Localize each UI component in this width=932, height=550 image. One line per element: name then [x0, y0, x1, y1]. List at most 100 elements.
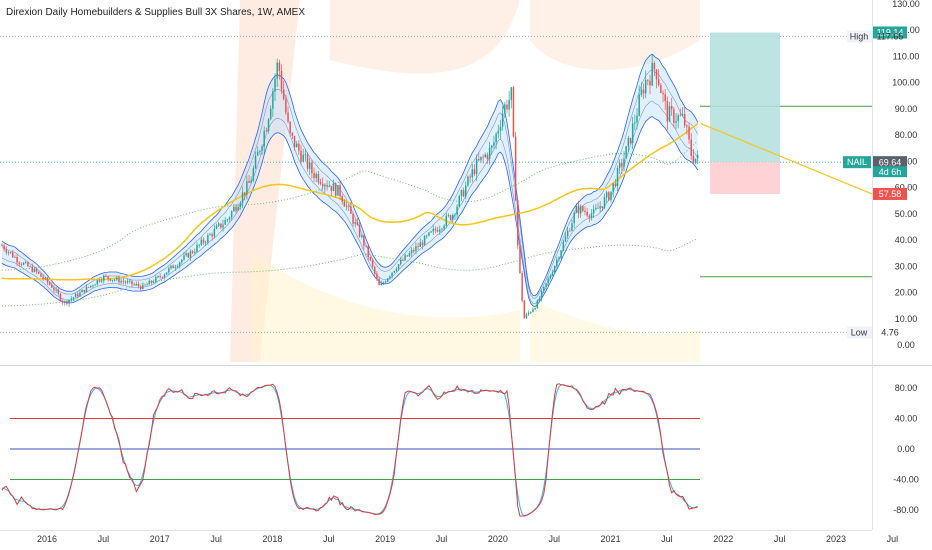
candle[interactable]: [482, 154, 484, 164]
candle-body[interactable]: [334, 183, 337, 196]
candle[interactable]: [272, 88, 274, 118]
candle[interactable]: [241, 186, 244, 209]
candle-body[interactable]: [87, 286, 90, 288]
target-zone[interactable]: [710, 32, 780, 163]
candle-body[interactable]: [415, 246, 417, 252]
candle-body[interactable]: [660, 85, 662, 93]
candle-body[interactable]: [61, 300, 64, 303]
candle-body[interactable]: [202, 239, 205, 243]
candle[interactable]: [573, 210, 575, 229]
candle[interactable]: [92, 284, 94, 289]
candle[interactable]: [465, 181, 467, 200]
candle[interactable]: [601, 206, 604, 212]
candle[interactable]: [638, 85, 640, 117]
candle[interactable]: [360, 234, 363, 239]
candle[interactable]: [176, 264, 179, 269]
candle-body[interactable]: [408, 253, 411, 257]
candle-body[interactable]: [14, 257, 16, 258]
candle[interactable]: [514, 131, 517, 201]
candle-body[interactable]: [595, 207, 597, 210]
candle-body[interactable]: [321, 183, 324, 187]
candle[interactable]: [96, 280, 99, 286]
candle-body[interactable]: [215, 225, 218, 229]
candle[interactable]: [341, 194, 343, 205]
candle-body[interactable]: [530, 311, 532, 313]
candle[interactable]: [51, 282, 53, 289]
candle[interactable]: [603, 193, 606, 210]
candle-body[interactable]: [506, 104, 508, 110]
candle[interactable]: [35, 267, 38, 275]
candle[interactable]: [64, 300, 66, 306]
candle-body[interactable]: [493, 142, 495, 146]
candle-body[interactable]: [265, 130, 268, 132]
candle-body[interactable]: [293, 135, 296, 148]
candle-body[interactable]: [204, 242, 207, 244]
candle[interactable]: [666, 96, 669, 130]
candle[interactable]: [111, 279, 114, 283]
candle[interactable]: [159, 273, 161, 279]
candle[interactable]: [94, 283, 96, 286]
candle[interactable]: [625, 146, 627, 159]
candle[interactable]: [152, 279, 155, 284]
candle[interactable]: [308, 157, 311, 175]
candle-body[interactable]: [220, 223, 222, 228]
candle-body[interactable]: [31, 266, 34, 272]
candle[interactable]: [61, 299, 64, 305]
candle[interactable]: [475, 154, 478, 182]
candle-body[interactable]: [636, 115, 638, 123]
candle-body[interactable]: [584, 210, 586, 212]
candle-body[interactable]: [139, 286, 142, 289]
candle[interactable]: [330, 186, 333, 196]
candle-body[interactable]: [113, 279, 116, 281]
candle-body[interactable]: [133, 284, 135, 286]
candle[interactable]: [9, 251, 12, 255]
candle[interactable]: [441, 227, 443, 233]
candle[interactable]: [569, 227, 571, 232]
candle-body[interactable]: [90, 285, 92, 288]
candle-body[interactable]: [352, 213, 354, 224]
candle[interactable]: [410, 247, 413, 257]
candle-body[interactable]: [350, 206, 352, 214]
stop-zone[interactable]: [710, 162, 780, 194]
candle[interactable]: [545, 283, 547, 290]
candle[interactable]: [413, 247, 415, 254]
candle[interactable]: [172, 264, 174, 269]
candle-body[interactable]: [18, 262, 21, 264]
candle[interactable]: [213, 224, 216, 239]
candle[interactable]: [404, 253, 406, 262]
candle[interactable]: [612, 183, 614, 198]
candle[interactable]: [521, 270, 523, 303]
candle[interactable]: [276, 58, 278, 88]
candle-body[interactable]: [146, 284, 148, 286]
candle-body[interactable]: [681, 114, 684, 116]
candle-body[interactable]: [608, 192, 610, 201]
candle-body[interactable]: [497, 130, 500, 134]
candle[interactable]: [432, 225, 435, 235]
candle[interactable]: [456, 204, 458, 219]
candle[interactable]: [48, 281, 51, 286]
candle[interactable]: [560, 249, 562, 260]
candle-body[interactable]: [662, 92, 664, 95]
last-price-tag[interactable]: 69.64: [873, 156, 907, 169]
candle-body[interactable]: [96, 280, 99, 285]
candle-body[interactable]: [382, 282, 385, 284]
candle[interactable]: [491, 144, 493, 155]
candle-body[interactable]: [269, 108, 272, 120]
candle-body[interactable]: [142, 284, 144, 289]
candle-body[interactable]: [81, 289, 83, 293]
candle-body[interactable]: [150, 280, 153, 283]
candle[interactable]: [235, 204, 237, 214]
candle-body[interactable]: [237, 207, 239, 211]
candle[interactable]: [178, 261, 181, 269]
candle[interactable]: [369, 256, 372, 262]
candle-body[interactable]: [59, 293, 62, 301]
candle-body[interactable]: [261, 146, 263, 151]
candle-body[interactable]: [280, 70, 283, 90]
candle[interactable]: [191, 249, 194, 255]
candle-body[interactable]: [605, 192, 608, 198]
candle-body[interactable]: [200, 239, 203, 245]
candle[interactable]: [109, 278, 112, 282]
candle-body[interactable]: [183, 255, 185, 260]
candle[interactable]: [135, 281, 138, 286]
candle-body[interactable]: [367, 246, 369, 258]
